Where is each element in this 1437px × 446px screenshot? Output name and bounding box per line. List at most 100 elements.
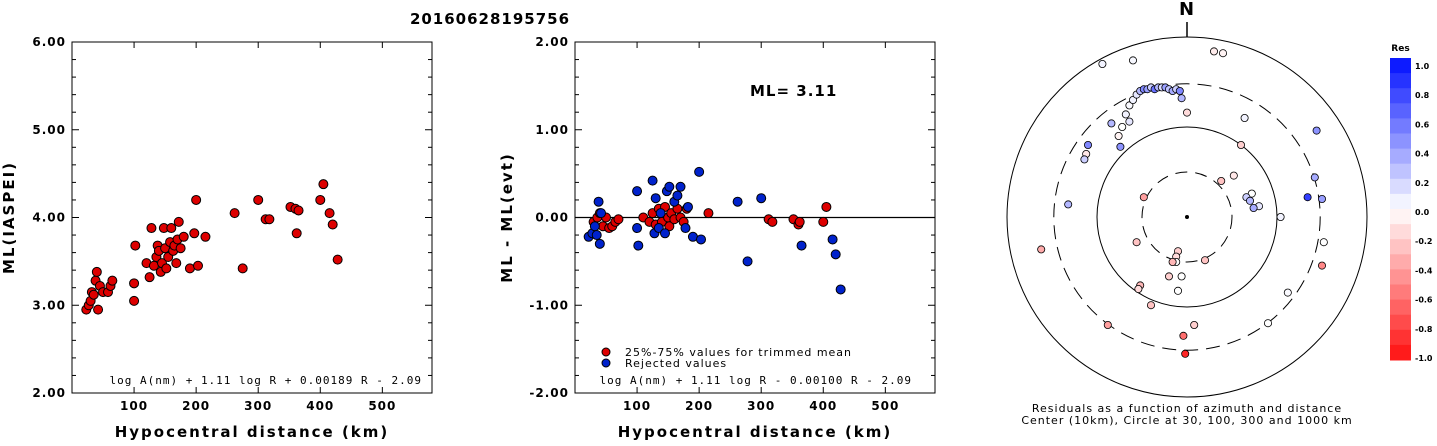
- colorbar-tick-label: 0.4: [1415, 150, 1430, 159]
- colorbar-cell: [1390, 344, 1411, 361]
- data-point: [703, 208, 714, 219]
- formula-label: log A(nm) + 1.11 log R - 0.00100 R - 2.0…: [599, 374, 912, 387]
- data-point: [315, 194, 326, 205]
- station-marker: [1318, 194, 1327, 203]
- station-marker: [1177, 272, 1186, 281]
- data-point: [680, 223, 691, 234]
- data-point: [191, 194, 202, 205]
- station-marker: [1114, 131, 1123, 140]
- panel-residual-vs-distance: 100 200 300 400 500 -2.00 -1.00 0.00 1.00 2.00 Hyp…: [498, 35, 936, 441]
- station-marker: [1179, 331, 1188, 340]
- data-point: [327, 219, 338, 230]
- colorbar-cell: [1390, 178, 1411, 195]
- data-point: [694, 166, 705, 177]
- station-marker: [1219, 49, 1228, 58]
- data-point: [672, 190, 683, 201]
- y-tick-label: 1.00: [535, 123, 569, 137]
- station-marker: [1175, 87, 1184, 96]
- colorbar-cell: [1390, 163, 1411, 180]
- caption-line-1: Residuals as a function of azimuth and d…: [1032, 402, 1342, 415]
- colorbar-cell: [1390, 88, 1411, 104]
- station-marker: [1217, 176, 1226, 185]
- data-point: [161, 263, 172, 274]
- colorbar-tick-label: 0.6: [1415, 120, 1430, 129]
- legend-marker: [601, 358, 611, 368]
- colorbar: Res 1.0 0.8 0.6 0.4 0.2 0.0 -0.2 -0.4 -0.6 -0.8 -1.…: [1390, 44, 1433, 363]
- station-marker: [1116, 142, 1125, 151]
- station-marker: [1084, 140, 1093, 149]
- station-marker: [1190, 320, 1199, 329]
- station-marker: [1229, 171, 1238, 180]
- data-point: [835, 284, 846, 295]
- data-point: [253, 194, 264, 205]
- station-marker: [1312, 126, 1321, 135]
- data-point: [682, 201, 693, 212]
- station-marker: [1125, 101, 1134, 110]
- colorbar-cell: [1390, 314, 1411, 331]
- station-marker: [1165, 272, 1174, 281]
- colorbar-tick-label: -0.8: [1415, 325, 1433, 334]
- data-point: [237, 263, 248, 274]
- station-marker: [1098, 60, 1107, 69]
- y-tick-label: -2.00: [529, 386, 569, 400]
- colorbar-cell: [1390, 299, 1411, 316]
- y-tick-label: 6.00: [32, 35, 66, 49]
- data-point: [632, 223, 643, 234]
- data-point: [324, 208, 335, 219]
- data-point: [175, 243, 186, 254]
- station-marker: [1129, 96, 1138, 105]
- station-marker: [1132, 238, 1141, 247]
- y-tick-label: 2.00: [535, 35, 569, 49]
- station-marker: [1125, 117, 1134, 126]
- data-point: [796, 240, 807, 251]
- data-point: [593, 196, 604, 207]
- chart-title: 20160628195756: [410, 10, 570, 28]
- data-point: [818, 216, 829, 227]
- legend-label: Rejected values: [625, 357, 727, 370]
- data-point: [660, 228, 670, 239]
- x-tick-label: 100: [120, 399, 148, 413]
- colorbar-cell: [1390, 254, 1411, 270]
- data-point: [696, 234, 706, 245]
- data-point: [144, 272, 155, 283]
- north-label: N: [1179, 0, 1195, 20]
- station-marker: [1264, 319, 1273, 328]
- x-axis-label: Hypocentral distance (km): [618, 423, 893, 441]
- x-tick-label: 500: [871, 399, 899, 413]
- data-point: [193, 260, 203, 271]
- colorbar-cell: [1390, 284, 1411, 301]
- legend-marker: [601, 347, 611, 357]
- colorbar-tick-label: 0.2: [1415, 179, 1429, 188]
- y-tick-label: -1.00: [529, 298, 569, 312]
- legend-label: 25%-75% values for trimmed mean: [625, 346, 852, 359]
- plot-frame: [71, 41, 433, 394]
- station-marker: [1247, 189, 1256, 198]
- x-tick-label: 100: [623, 399, 651, 413]
- station-marker: [1237, 140, 1246, 149]
- data-point: [794, 216, 805, 227]
- data-point: [613, 214, 624, 225]
- x-tick-label: 300: [244, 399, 272, 413]
- colorbar-cell: [1390, 209, 1411, 225]
- formula-label: log A(nm) + 1.11 log R + 0.00189 R - 2.0…: [109, 374, 422, 387]
- data-point: [675, 181, 686, 192]
- colorbar-tick-label: -0.4: [1415, 266, 1433, 275]
- data-point: [291, 228, 302, 239]
- station-marker: [1249, 203, 1258, 212]
- panel-azimuth-map: N Residuals as a function of azimuth and …: [1006, 0, 1368, 427]
- station-marker: [1183, 108, 1192, 117]
- x-axis-label: Hypocentral distance (km): [115, 423, 390, 441]
- data-point: [129, 295, 140, 306]
- data-point: [171, 258, 182, 269]
- station-marker: [1037, 245, 1046, 254]
- colorbar-cell: [1390, 329, 1411, 346]
- station-marker: [1181, 349, 1190, 358]
- station-marker: [1310, 173, 1319, 182]
- data-point: [632, 186, 643, 197]
- data-point: [647, 175, 658, 186]
- colorbar-tick-label: 1.0: [1415, 62, 1430, 71]
- data-point: [332, 254, 343, 265]
- y-tick-label: 4.00: [32, 211, 66, 225]
- station-marker: [1276, 212, 1285, 221]
